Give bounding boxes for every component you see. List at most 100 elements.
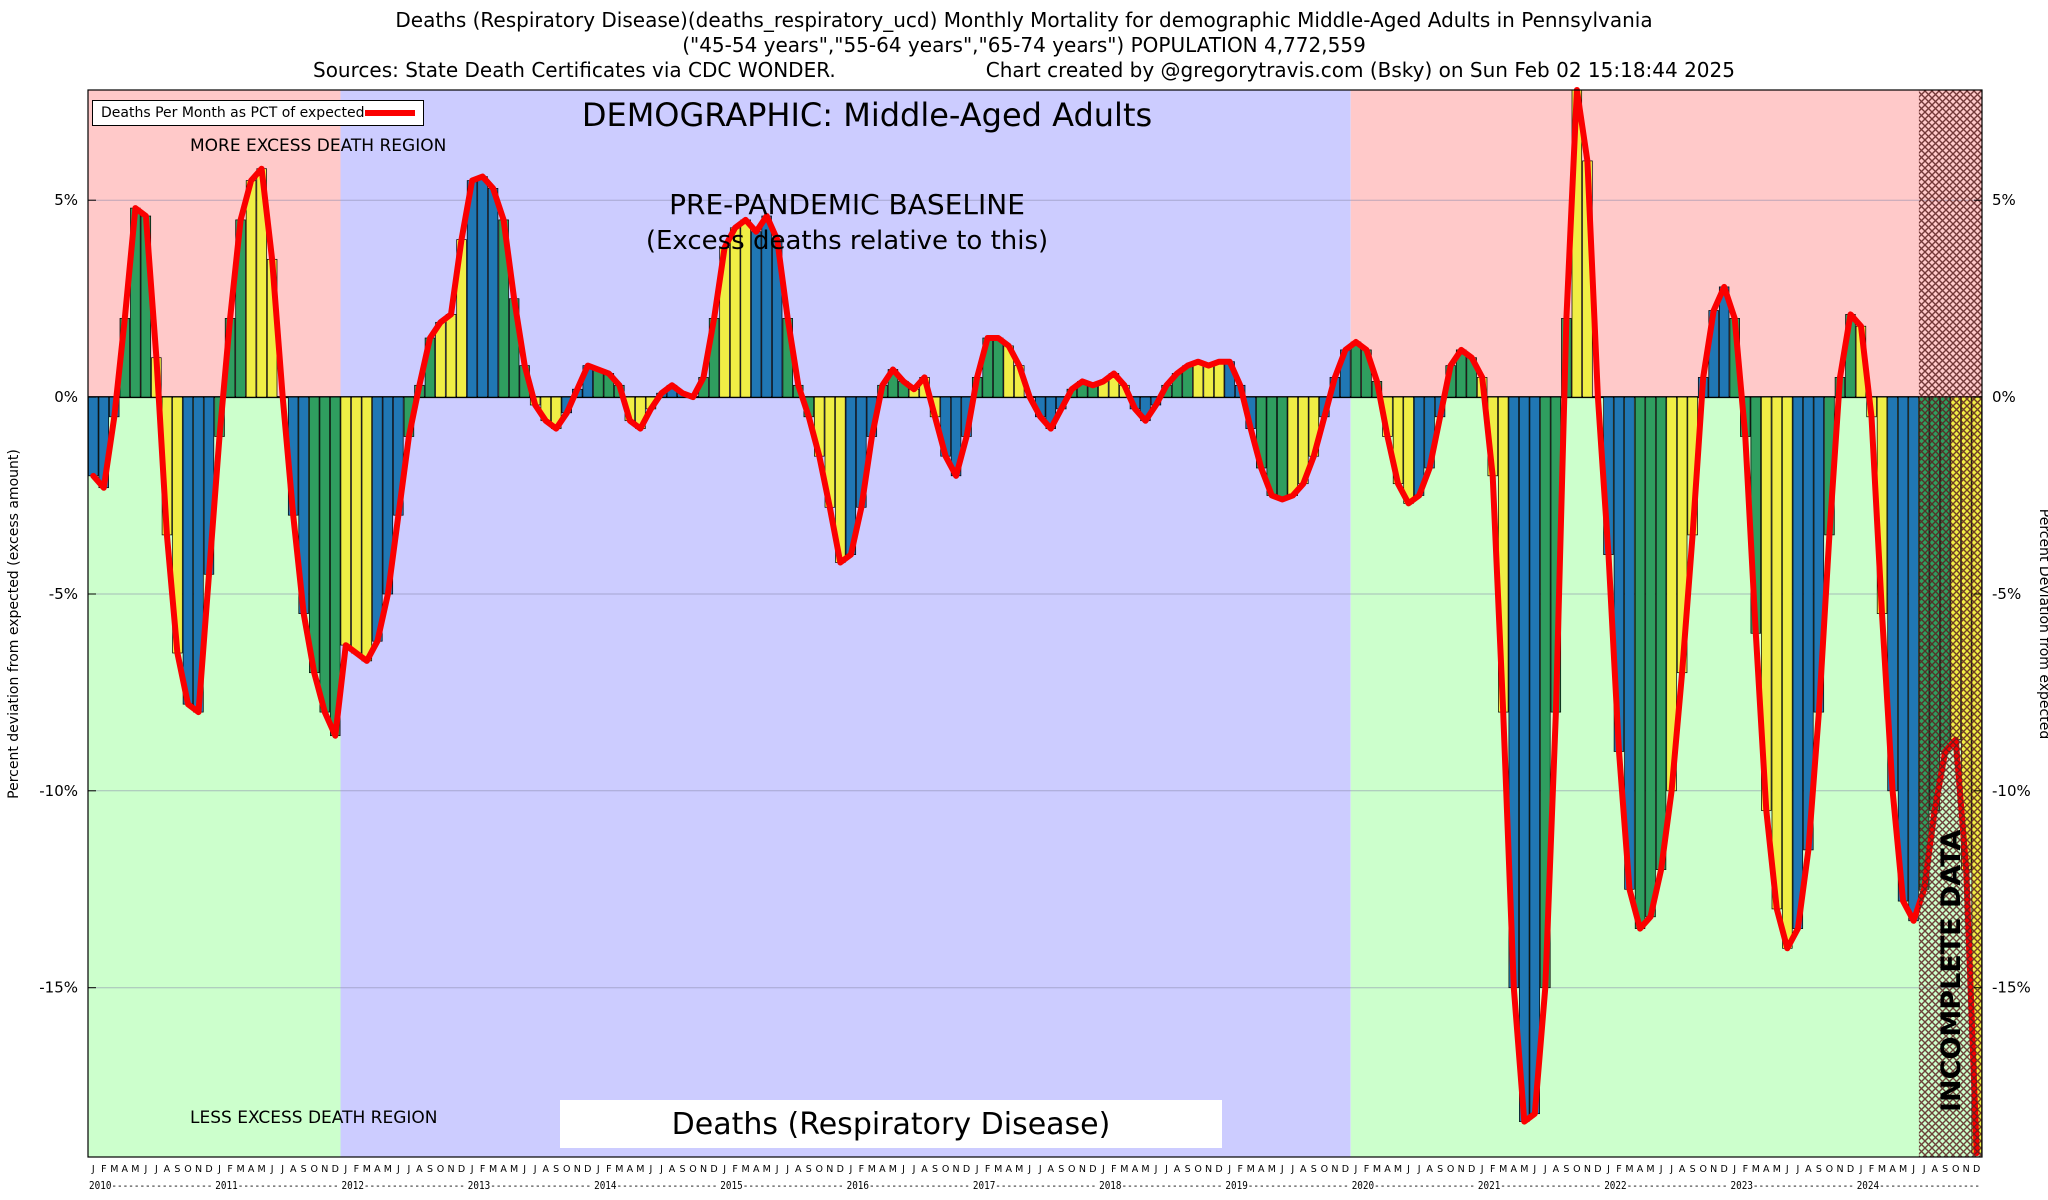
month-letter: A [1426, 1164, 1433, 1175]
bar-month-161 [1782, 396, 1793, 949]
year-axis: 2010------------------ 2011--------------… [89, 1179, 1980, 1192]
y-tick-right-5: 5% [1992, 191, 2016, 209]
y-tick-left-0: 0% [54, 388, 78, 406]
year-label-2024: 2024------------------ [1857, 1179, 1980, 1192]
sources-text: Sources: State Death Certificates via CD… [313, 58, 836, 82]
month-letter: M [363, 1164, 371, 1175]
month-letter: O [437, 1164, 444, 1175]
month-letter: F [1111, 1164, 1116, 1175]
year-label-2018: 2018------------------ [1099, 1179, 1222, 1192]
month-letter: F [1869, 1164, 1874, 1175]
month-letter: F [1743, 1164, 1748, 1175]
month-letter: M [1773, 1164, 1781, 1175]
month-letter: M [236, 1164, 244, 1175]
bar-month-160 [1771, 396, 1783, 910]
month-letter: D [1468, 1164, 1475, 1175]
month-letter: J [270, 1164, 274, 1175]
month-letter: J [775, 1164, 779, 1175]
month-letter: A [500, 1164, 507, 1175]
month-letter: M [1015, 1164, 1023, 1175]
month-letter: M [1394, 1164, 1402, 1175]
month-letter: F [1490, 1164, 1495, 1175]
month-letter: D [837, 1164, 844, 1175]
bar-month-63 [750, 231, 762, 398]
year-label-2019: 2019------------------ [1225, 1179, 1348, 1192]
month-letter: J [1911, 1164, 1915, 1175]
month-letter: M [1499, 1164, 1507, 1175]
bar-month-25 [351, 396, 362, 654]
month-letter: M [868, 1164, 876, 1175]
y-tick-left--5: -5% [49, 585, 78, 603]
month-letter: A [1511, 1164, 1518, 1175]
month-letter: D [1342, 1164, 1349, 1175]
month-letter: S [1311, 1164, 1317, 1175]
month-letter: J [1606, 1164, 1610, 1175]
bar-month-0 [88, 396, 99, 477]
month-letter: J [91, 1164, 95, 1175]
month-letter: J [785, 1164, 789, 1175]
month-letter: J [1859, 1164, 1863, 1175]
month-letter: N [574, 1164, 581, 1175]
month-letter: A [1931, 1164, 1938, 1175]
y-axis-title-left: Percent deviation from expected (excess … [6, 449, 22, 799]
month-letter: J [1227, 1164, 1231, 1175]
month-letter: F [1237, 1164, 1242, 1175]
month-letter: J [1532, 1164, 1536, 1175]
month-letter: J [217, 1164, 221, 1175]
month-letter: D [205, 1164, 212, 1175]
y-tick-right--10: -10% [1992, 782, 2031, 800]
month-letter: M [994, 1164, 1002, 1175]
month-letter: F [101, 1164, 106, 1175]
month-letter: N [1836, 1164, 1843, 1175]
month-letter: N [1458, 1164, 1465, 1175]
bar-month-9 [182, 396, 194, 705]
month-letter: M [110, 1164, 118, 1175]
year-label-2010: 2010------------------ [89, 1179, 212, 1192]
month-letter: N [1331, 1164, 1338, 1175]
month-letter: F [227, 1164, 232, 1175]
y-tick-left--15: -15% [39, 979, 78, 997]
month-letter: J [1922, 1164, 1926, 1175]
month-letter: J [1290, 1164, 1294, 1175]
baseline-sublabel: (Excess deaths relative to this) [645, 226, 1049, 256]
month-letter: D [1089, 1164, 1096, 1175]
month-letter: O [942, 1164, 949, 1175]
month-letter: O [1447, 1164, 1454, 1175]
month-letter: A [795, 1164, 802, 1175]
bar-month-15 [245, 180, 257, 398]
month-letter: J [143, 1164, 147, 1175]
month-letter: F [859, 1164, 864, 1175]
month-letter: M [615, 1164, 623, 1175]
deaths-pct-line [90, 87, 1980, 1157]
month-letter: D [584, 1164, 591, 1175]
bar-month-125 [1403, 396, 1414, 504]
month-letter: F [985, 1164, 990, 1175]
y-tick-right--15: -15% [1992, 979, 2031, 997]
month-letter: J [1543, 1164, 1547, 1175]
month-letter: M [510, 1164, 518, 1175]
month-letter: M [131, 1164, 139, 1175]
bar-month-33 [435, 321, 446, 398]
chart-subtitle: ("45-54 years","55-64 years","65-74 year… [682, 33, 1366, 57]
month-letter: O [184, 1164, 191, 1175]
month-letter: D [1847, 1164, 1854, 1175]
bar-month-162 [1792, 396, 1804, 929]
month-letter: S [1816, 1164, 1822, 1175]
month-letter: O [1573, 1164, 1580, 1175]
month-letter: J [596, 1164, 600, 1175]
year-label-2012: 2012------------------ [342, 1179, 465, 1192]
month-letter: M [1120, 1164, 1128, 1175]
chart-byline: Sources: State Death Certificates via CD… [0, 58, 2048, 82]
year-label-2021: 2021------------------ [1478, 1179, 1601, 1192]
month-letter: M [384, 1164, 392, 1175]
month-letter: F [480, 1164, 485, 1175]
month-letter: A [1005, 1164, 1012, 1175]
month-letter: O [1699, 1164, 1706, 1175]
month-letter: D [332, 1164, 339, 1175]
month-letter: J [912, 1164, 916, 1175]
month-letter: N [1079, 1164, 1086, 1175]
month-letter: J [1154, 1164, 1158, 1175]
month-letter: S [679, 1164, 685, 1175]
month-letter: A [669, 1164, 676, 1175]
month-letter: N [826, 1164, 833, 1175]
